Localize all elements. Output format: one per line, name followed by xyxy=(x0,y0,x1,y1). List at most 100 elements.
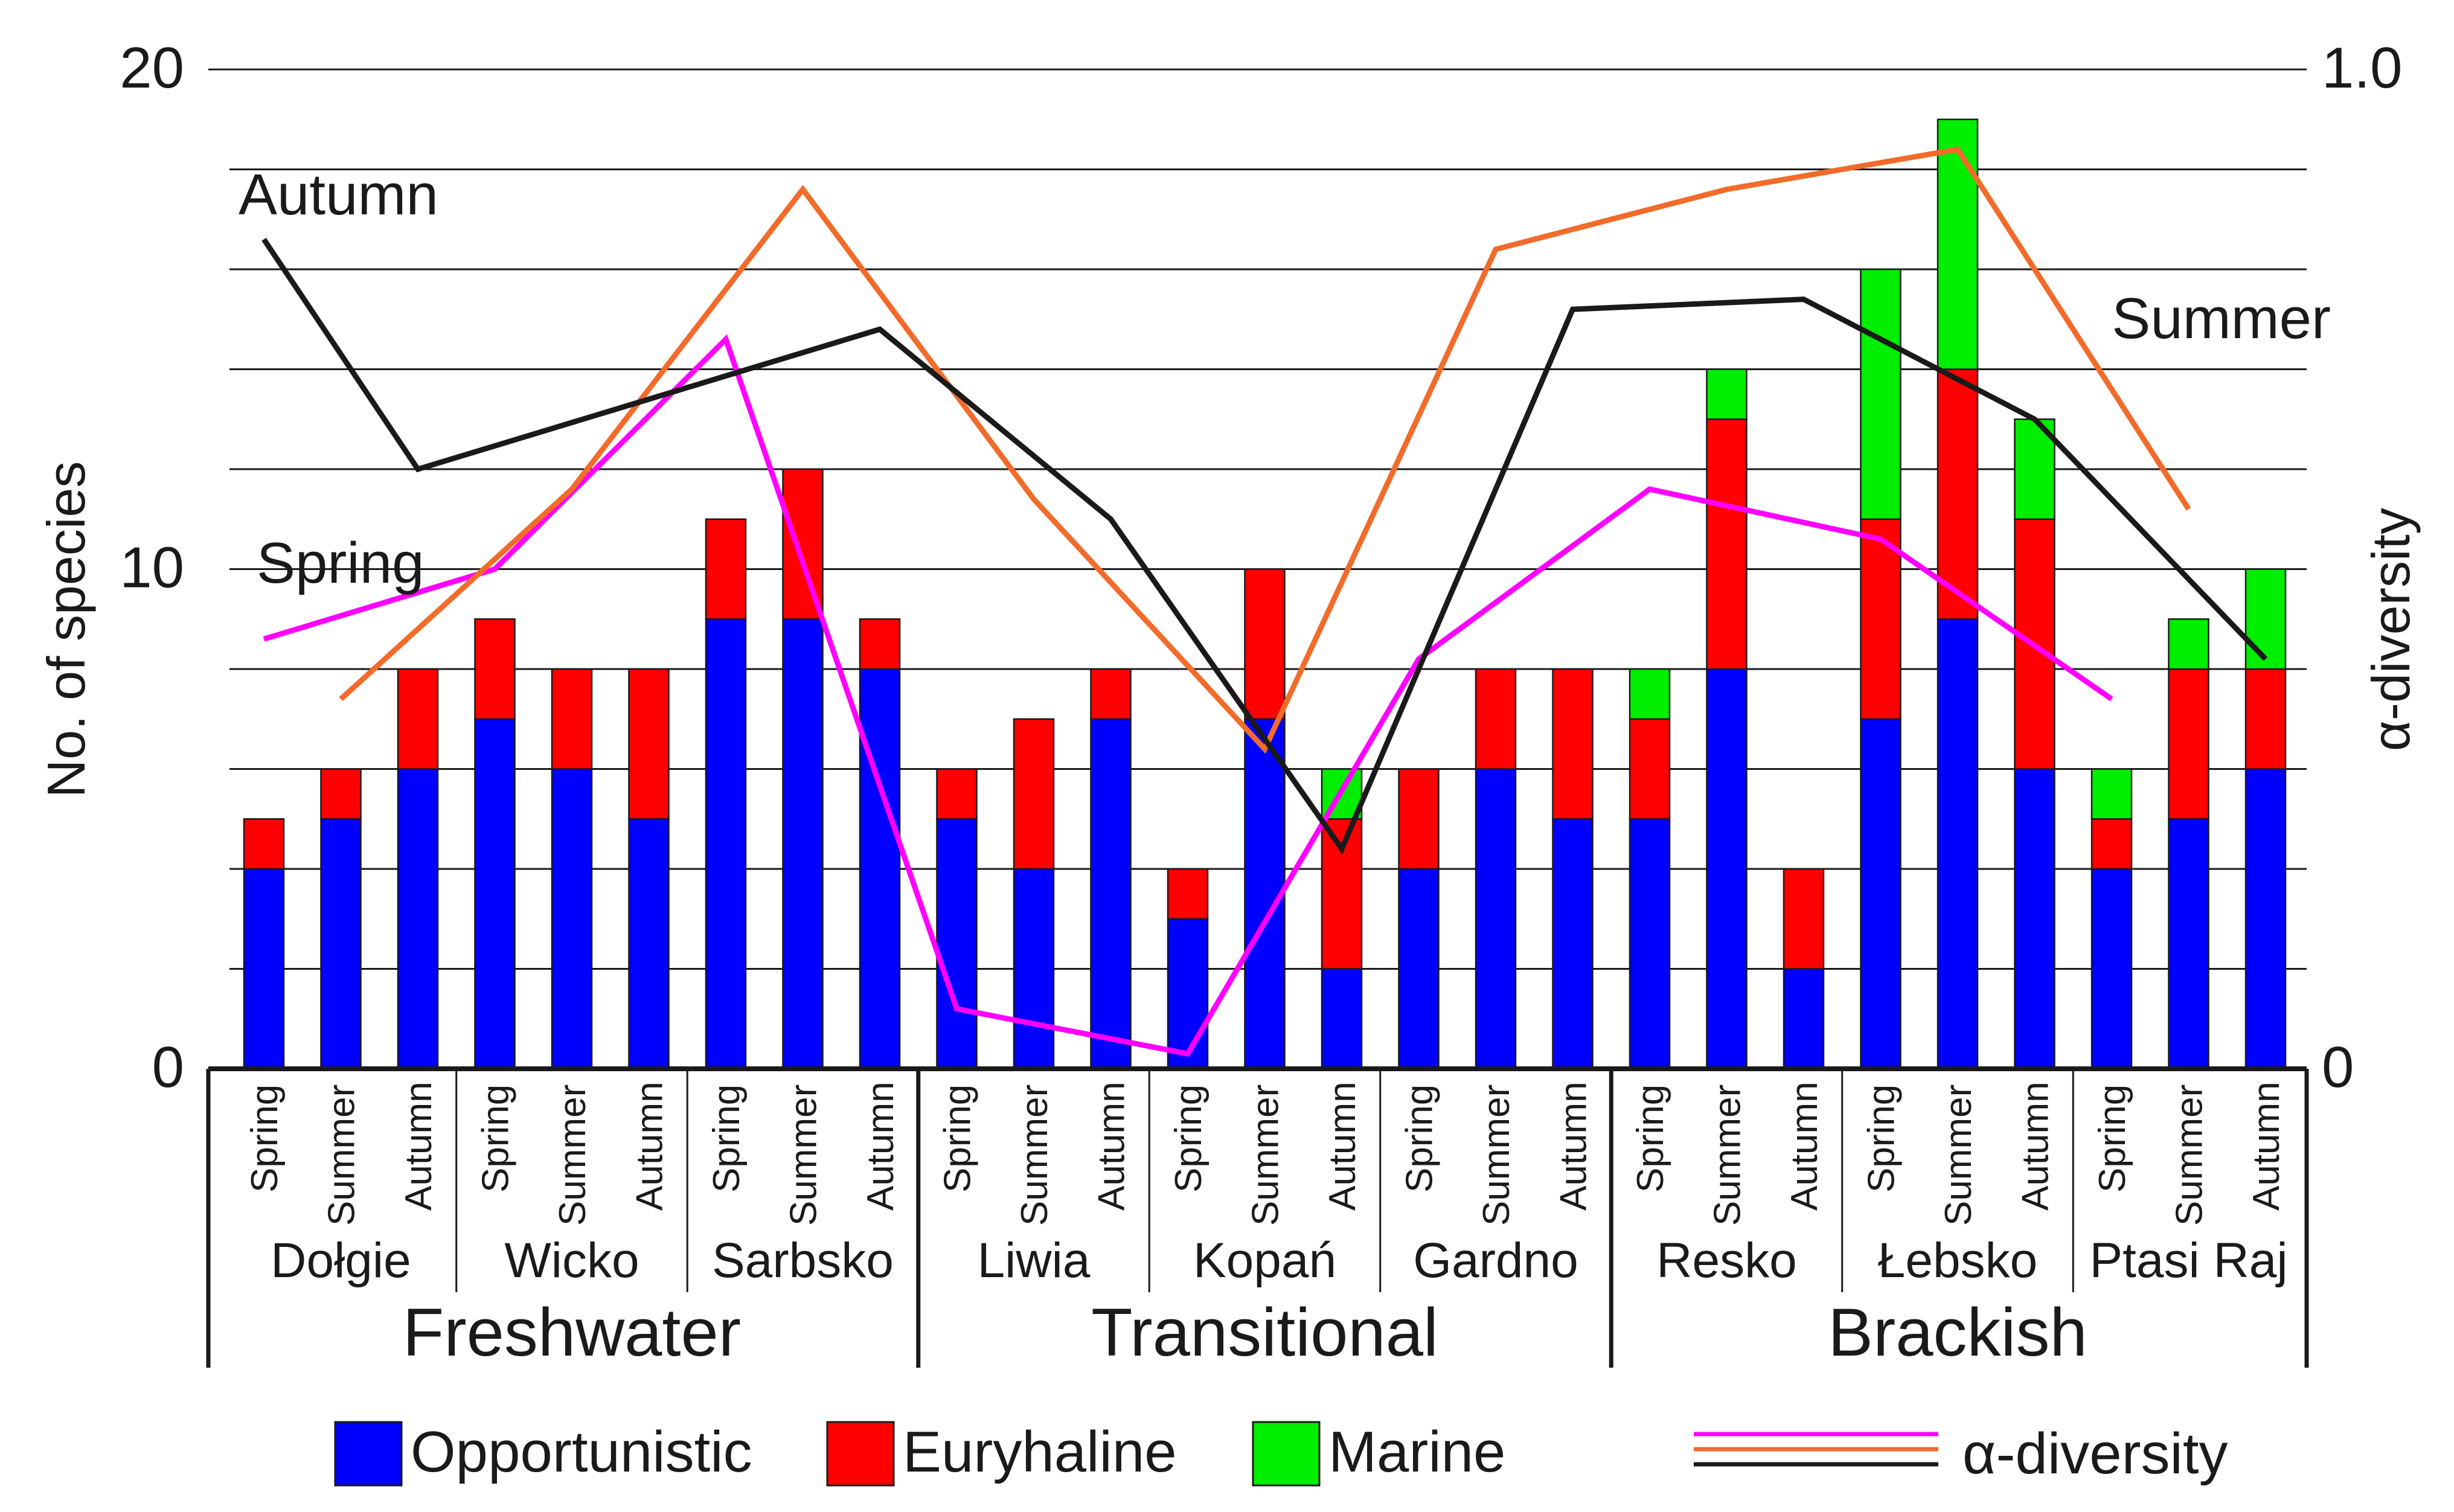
bar-opportunistic xyxy=(243,868,285,1070)
axes: 0 10 20 0 1.0 xyxy=(120,36,2402,1368)
season-label: Summer xyxy=(1938,1084,1979,1226)
bar-marine xyxy=(1860,268,1901,520)
bar-euryhaline xyxy=(1475,668,1517,770)
bar-opportunistic xyxy=(1321,968,1363,1070)
season-label: Spring xyxy=(2092,1084,2133,1193)
bar-opportunistic xyxy=(859,668,901,1070)
bar-opportunistic xyxy=(1013,868,1055,1070)
season-label: Summer xyxy=(1707,1084,1749,1226)
bar-euryhaline xyxy=(1937,368,1979,620)
bar-marine xyxy=(2090,768,2133,820)
bar-euryhaline xyxy=(859,618,901,670)
labels: No. of species α-diversity xyxy=(36,461,2421,798)
legend-label-alpha-diversity: α-diversity xyxy=(1962,1421,2228,1486)
bar-euryhaline xyxy=(2244,668,2287,770)
season-label: Autumn xyxy=(629,1081,671,1211)
group-label: Transitional xyxy=(1091,1295,1438,1370)
line-autumn xyxy=(261,237,2268,855)
lake-label: Łebsko xyxy=(1878,1233,2037,1288)
bar-opportunistic xyxy=(1552,818,1594,1070)
bar-opportunistic xyxy=(474,718,516,1070)
bar-opportunistic xyxy=(1706,668,1748,1070)
y2-tick-label: 1.0 xyxy=(2322,36,2402,100)
bar-opportunistic xyxy=(2168,818,2209,1070)
bar-euryhaline xyxy=(1706,418,1748,670)
x-axis-categories: Spring Summer Autumn Spring Summer Autumn Spri… xyxy=(244,1069,2288,1370)
bar-euryhaline xyxy=(320,768,362,820)
lake-label: Gardno xyxy=(1413,1233,1578,1288)
bar-opportunistic xyxy=(1860,718,1901,1070)
legend-label-marine: Marine xyxy=(1328,1420,1505,1484)
season-label: Spring xyxy=(1861,1084,1903,1193)
bar-euryhaline xyxy=(1013,718,1055,870)
y-tick-label: 0 xyxy=(152,1035,184,1100)
bar-marine xyxy=(1629,668,1671,720)
bar-euryhaline xyxy=(1629,718,1671,820)
season-label: Autumn xyxy=(398,1081,440,1211)
legend-label-opportunistic: Opportunistic xyxy=(411,1420,752,1484)
bar-opportunistic xyxy=(705,618,747,1070)
bar-opportunistic xyxy=(1244,718,1286,1070)
legend-swatch-opportunistic xyxy=(334,1421,403,1487)
bar-euryhaline xyxy=(1167,868,1209,920)
bar-opportunistic xyxy=(1783,968,1825,1070)
season-label: Summer xyxy=(2169,1084,2211,1226)
season-label: Spring xyxy=(1399,1084,1441,1193)
bar-opportunistic xyxy=(320,818,362,1070)
bar-opportunistic xyxy=(1398,868,1440,1070)
lake-label: Wicko xyxy=(504,1233,639,1288)
legend-label-euryhaline: Euryhaline xyxy=(903,1420,1177,1484)
bar-opportunistic xyxy=(1090,718,1132,1070)
bar-marine xyxy=(2244,568,2287,670)
season-label: Spring xyxy=(1630,1084,1671,1193)
season-label: Summer xyxy=(321,1084,363,1226)
season-label: Spring xyxy=(706,1084,748,1193)
bar-marine xyxy=(1706,368,1748,420)
bar-opportunistic xyxy=(1937,618,1979,1070)
season-label: Summer xyxy=(783,1084,825,1226)
bar-euryhaline xyxy=(243,818,285,870)
bar-euryhaline xyxy=(936,768,978,820)
season-label: Spring xyxy=(937,1084,979,1193)
season-label: Autumn xyxy=(1784,1081,1825,1211)
season-label: Autumn xyxy=(860,1081,902,1211)
bar-opportunistic xyxy=(2014,768,2055,1070)
bar-euryhaline xyxy=(474,618,516,720)
group-label: Freshwater xyxy=(403,1295,741,1370)
y-axis-label: No. of species xyxy=(36,461,96,798)
line-label-summer: Summer xyxy=(2112,286,2331,351)
bar-opportunistic xyxy=(397,768,439,1070)
lake-label: Sarbsko xyxy=(712,1233,894,1288)
season-label: Summer xyxy=(1476,1084,1517,1226)
season-label: Spring xyxy=(1168,1084,1209,1193)
bar-euryhaline xyxy=(397,668,439,770)
alpha-diversity-lines: Spring Summer Autumn xyxy=(239,146,2331,1057)
season-label: Autumn xyxy=(1091,1081,1133,1211)
bar-opportunistic xyxy=(2090,868,2133,1070)
line-label-spring: Spring xyxy=(257,531,424,595)
bar-opportunistic xyxy=(551,768,593,1070)
bar-euryhaline xyxy=(1552,668,1594,820)
legend-swatch-marine xyxy=(1252,1421,1321,1487)
season-label: Spring xyxy=(244,1084,286,1193)
bar-opportunistic xyxy=(782,618,824,1070)
bar-opportunistic xyxy=(1629,818,1671,1070)
bar-opportunistic xyxy=(628,818,670,1070)
y-tick-label: 20 xyxy=(120,36,184,100)
season-label: Summer xyxy=(552,1084,594,1226)
bar-opportunistic xyxy=(936,818,978,1070)
bar-euryhaline xyxy=(2090,818,2133,870)
lake-label: Resko xyxy=(1656,1233,1796,1288)
lake-label: Liwia xyxy=(978,1233,1091,1288)
bar-euryhaline xyxy=(1244,568,1286,720)
season-label: Autumn xyxy=(2246,1081,2287,1211)
line-label-autumn: Autumn xyxy=(239,162,438,227)
lake-label: Dołgie xyxy=(271,1233,411,1288)
bar-euryhaline xyxy=(1321,818,1363,970)
bar-opportunistic xyxy=(1167,918,1209,1070)
y-tick-label: 10 xyxy=(120,536,184,600)
bar-euryhaline xyxy=(705,518,747,620)
bar-euryhaline xyxy=(1090,668,1132,720)
season-label: Summer xyxy=(1245,1084,1287,1226)
